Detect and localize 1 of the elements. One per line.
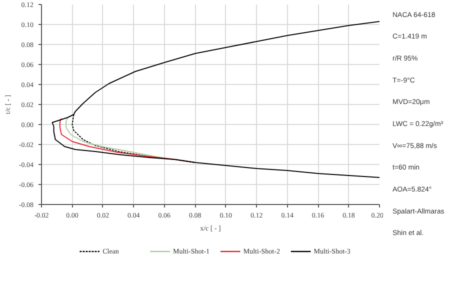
- line-series: [52, 21, 380, 178]
